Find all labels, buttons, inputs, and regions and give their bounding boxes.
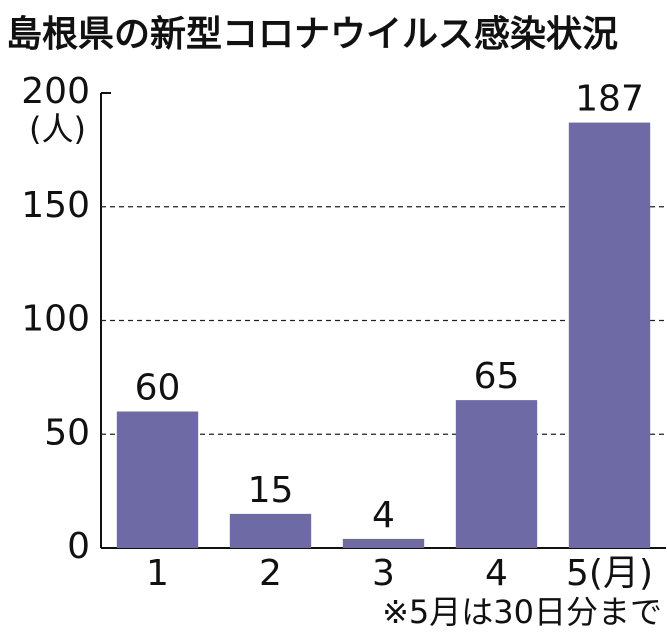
y-tick-label: 50 (44, 412, 90, 453)
value-label: 4 (372, 495, 395, 536)
value-label: 15 (248, 470, 294, 511)
bar (455, 400, 538, 548)
note: ※5月は30日分まで (382, 593, 662, 631)
y-tick-label: 0 (67, 526, 90, 567)
x-tick-label: 5(月) (566, 553, 653, 594)
y-unit: (人) (29, 110, 86, 148)
value-label: 187 (575, 79, 644, 120)
x-tick-label: 1 (146, 553, 169, 594)
chart-title: 島根県の新型コロナウイルス感染状況 (6, 14, 618, 55)
y-tick-label: 200 (21, 71, 90, 112)
bar (342, 538, 425, 548)
x-tick-label: 2 (259, 553, 282, 594)
x-tick-label: 3 (372, 553, 395, 594)
y-tick-label: 150 (21, 185, 90, 226)
value-label: 65 (474, 356, 520, 397)
bar (568, 122, 651, 548)
value-label: 60 (135, 368, 181, 409)
y-tick-label: 100 (21, 299, 90, 340)
bar (116, 411, 199, 548)
bar (229, 513, 312, 548)
x-tick-label: 4 (485, 553, 508, 594)
